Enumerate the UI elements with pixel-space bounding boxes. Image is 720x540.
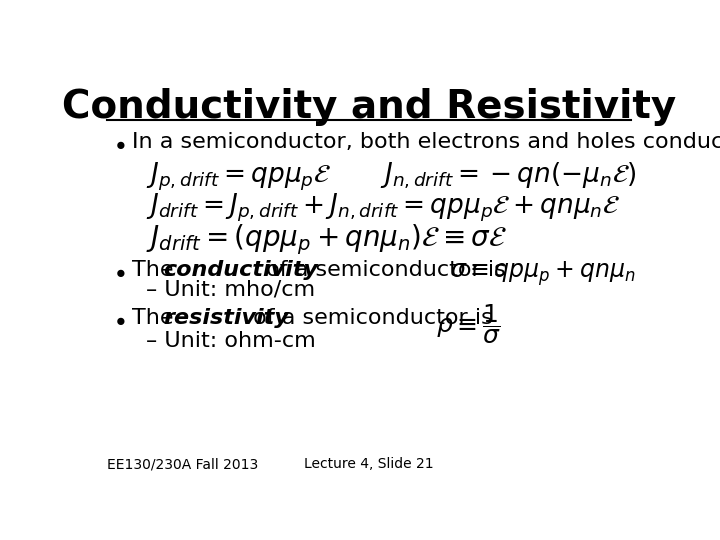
Text: of a semiconductor is: of a semiconductor is [246, 308, 493, 328]
Text: $\bullet$: $\bullet$ [112, 132, 126, 156]
Text: $\bullet$: $\bullet$ [112, 308, 126, 332]
Text: Conductivity and Resistivity: Conductivity and Resistivity [62, 87, 676, 126]
Text: The: The [132, 260, 181, 280]
Text: $\rho \equiv \dfrac{1}{\sigma}$: $\rho \equiv \dfrac{1}{\sigma}$ [436, 302, 501, 347]
Text: of a semiconductor is: of a semiconductor is [259, 260, 506, 280]
Text: In a semiconductor, both electrons and holes conduct current:: In a semiconductor, both electrons and h… [132, 132, 720, 152]
Text: $\bullet$: $\bullet$ [112, 260, 126, 284]
Text: resistivity: resistivity [163, 308, 289, 328]
Text: – Unit: ohm-cm: – Unit: ohm-cm [145, 331, 315, 351]
Text: $J_{drift} = J_{p,drift} + J_{n,drift} = qp\mu_p\mathcal{E} + qn\mu_n\mathcal{E}: $J_{drift} = J_{p,drift} + J_{n,drift} =… [145, 192, 620, 224]
Text: The: The [132, 308, 181, 328]
Text: Lecture 4, Slide 21: Lecture 4, Slide 21 [304, 457, 434, 471]
Text: $J_{drift} = (qp\mu_p + qn\mu_n)\mathcal{E} \equiv \sigma\mathcal{E}$: $J_{drift} = (qp\mu_p + qn\mu_n)\mathcal… [145, 222, 507, 256]
Text: EE130/230A Fall 2013: EE130/230A Fall 2013 [107, 457, 258, 471]
Text: conductivity: conductivity [163, 260, 318, 280]
Text: – Unit: mho/cm: – Unit: mho/cm [145, 280, 315, 300]
Text: $J_{n,drift} = -qn(-\mu_n\mathcal{E})$: $J_{n,drift} = -qn(-\mu_n\mathcal{E})$ [380, 160, 636, 191]
Text: $J_{p,drift} = qp\mu_p\mathcal{E}$: $J_{p,drift} = qp\mu_p\mathcal{E}$ [145, 160, 331, 193]
Text: $\sigma \equiv qp\mu_p + qn\mu_n$: $\sigma \equiv qp\mu_p + qn\mu_n$ [450, 259, 636, 288]
